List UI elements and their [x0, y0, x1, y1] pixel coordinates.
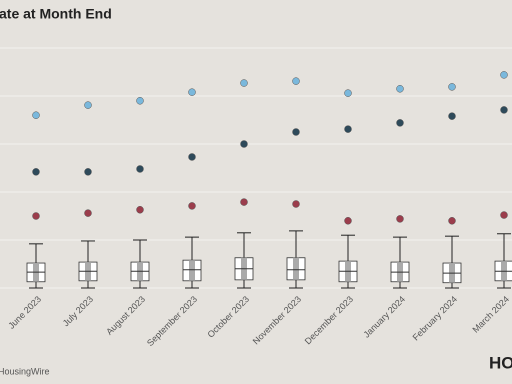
x-tick-label: September 2023 — [145, 294, 199, 348]
point — [500, 211, 508, 219]
chart-title: ate at Month End — [0, 6, 112, 22]
source: HousingWire — [0, 366, 50, 376]
point — [448, 112, 456, 120]
point — [136, 206, 144, 214]
point — [188, 153, 196, 161]
x-tick-label: November 2023 — [251, 294, 303, 346]
x-tick-label: February 2024 — [411, 294, 459, 342]
point — [84, 101, 92, 109]
point — [32, 111, 40, 119]
point — [396, 85, 404, 93]
point — [32, 212, 40, 220]
x-tick-label: January 2024 — [361, 294, 407, 340]
point — [84, 209, 92, 217]
point — [292, 77, 300, 85]
point — [240, 198, 248, 206]
point — [188, 202, 196, 210]
point — [500, 106, 508, 114]
point — [500, 71, 508, 79]
x-tick-label: July 2023 — [61, 294, 95, 328]
point — [344, 89, 352, 97]
logo: HOU — [489, 353, 512, 372]
point — [292, 200, 300, 208]
point — [84, 168, 92, 176]
x-tick-label: March 2024 — [470, 294, 511, 335]
point — [396, 215, 404, 223]
point — [344, 217, 352, 225]
point — [188, 88, 196, 96]
box-shade — [189, 260, 195, 281]
point — [136, 97, 144, 105]
point — [396, 119, 404, 127]
point — [448, 217, 456, 225]
point — [448, 83, 456, 91]
point — [32, 168, 40, 176]
box-shade — [293, 257, 299, 280]
x-tick-label: October 2023 — [205, 294, 251, 340]
x-tick-label: June 2023 — [6, 294, 43, 331]
point — [240, 79, 248, 87]
point — [240, 140, 248, 148]
point — [136, 165, 144, 173]
point — [292, 128, 300, 136]
x-tick-label: December 2023 — [303, 294, 355, 346]
x-tick-label: August 2023 — [104, 294, 147, 337]
point — [344, 125, 352, 133]
